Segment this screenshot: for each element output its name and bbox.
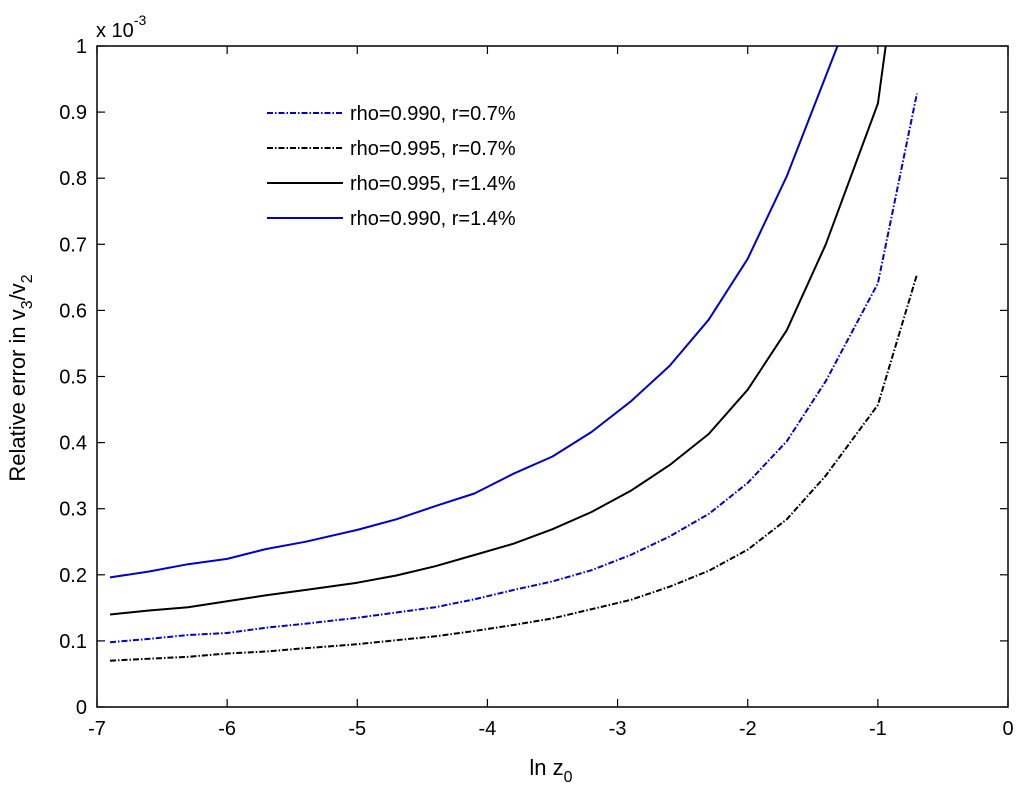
x-tick-label: -1 bbox=[869, 718, 887, 740]
y-exponent-power: -3 bbox=[134, 12, 147, 28]
series-line-1 bbox=[109, 93, 918, 644]
y-tick-label: 0.4 bbox=[59, 433, 87, 455]
legend-label: rho=0.990, r=1.4% bbox=[350, 208, 516, 230]
x-tick-label: 0 bbox=[1002, 718, 1013, 740]
y-exponent-base: x 10 bbox=[96, 20, 134, 42]
y-tick-label: 0.8 bbox=[59, 168, 87, 190]
y-axis: 0 0.1 0.2 0.3 0.4 0.5 0.6 0.7 0.8 0.9 1 bbox=[59, 36, 1008, 719]
series-line-2 bbox=[109, 274, 918, 662]
legend: rho=0.990, r=0.7% rho=0.995, r=0.7% rho=0.… bbox=[267, 103, 516, 230]
y-axis-title: Relative error in v3/v2 bbox=[5, 274, 36, 481]
y-axis-title-sub2: 2 bbox=[19, 274, 36, 283]
series-line-3 bbox=[109, 46, 887, 616]
y-axis-title-part1: Relative error in v bbox=[5, 309, 30, 481]
x-tick-label: -3 bbox=[609, 718, 627, 740]
y-axis-title-sub1: 3 bbox=[19, 300, 36, 309]
plot-area bbox=[96, 45, 1009, 708]
x-axis-title: ln z0 bbox=[529, 755, 572, 786]
series-layer bbox=[109, 46, 918, 662]
x-axis-title-sub: 0 bbox=[564, 769, 573, 786]
y-axis-title-part2: /v bbox=[5, 283, 30, 300]
series-line-4 bbox=[109, 46, 839, 579]
x-tick-label: -7 bbox=[88, 718, 106, 740]
y-tick-label: 0.7 bbox=[59, 234, 87, 256]
x-tick-label: -4 bbox=[479, 718, 497, 740]
x-tick-label: -2 bbox=[739, 718, 757, 740]
legend-label: rho=0.990, r=0.7% bbox=[350, 103, 516, 125]
legend-label: rho=0.995, r=1.4% bbox=[350, 173, 516, 195]
y-tick-label: 0.9 bbox=[59, 102, 87, 124]
x-axis-title-main: ln z bbox=[529, 755, 563, 780]
y-tick-label: 0.3 bbox=[59, 499, 87, 521]
y-tick-label: 0 bbox=[76, 697, 87, 719]
y-tick-label: 0.2 bbox=[59, 565, 87, 587]
x-axis: -7 -6 -5 -4 -3 -2 -1 0 bbox=[88, 46, 1014, 740]
y-tick-label: 1 bbox=[76, 36, 87, 58]
legend-label: rho=0.995, r=0.7% bbox=[350, 138, 516, 160]
y-tick-label: 0.5 bbox=[59, 367, 87, 389]
x-tick-label: -5 bbox=[348, 718, 366, 740]
y-exponent-label: x 10-3 bbox=[96, 12, 146, 42]
y-tick-label: 0.1 bbox=[59, 631, 87, 653]
x-tick-label: -6 bbox=[218, 718, 236, 740]
y-tick-label: 0.6 bbox=[59, 300, 87, 322]
